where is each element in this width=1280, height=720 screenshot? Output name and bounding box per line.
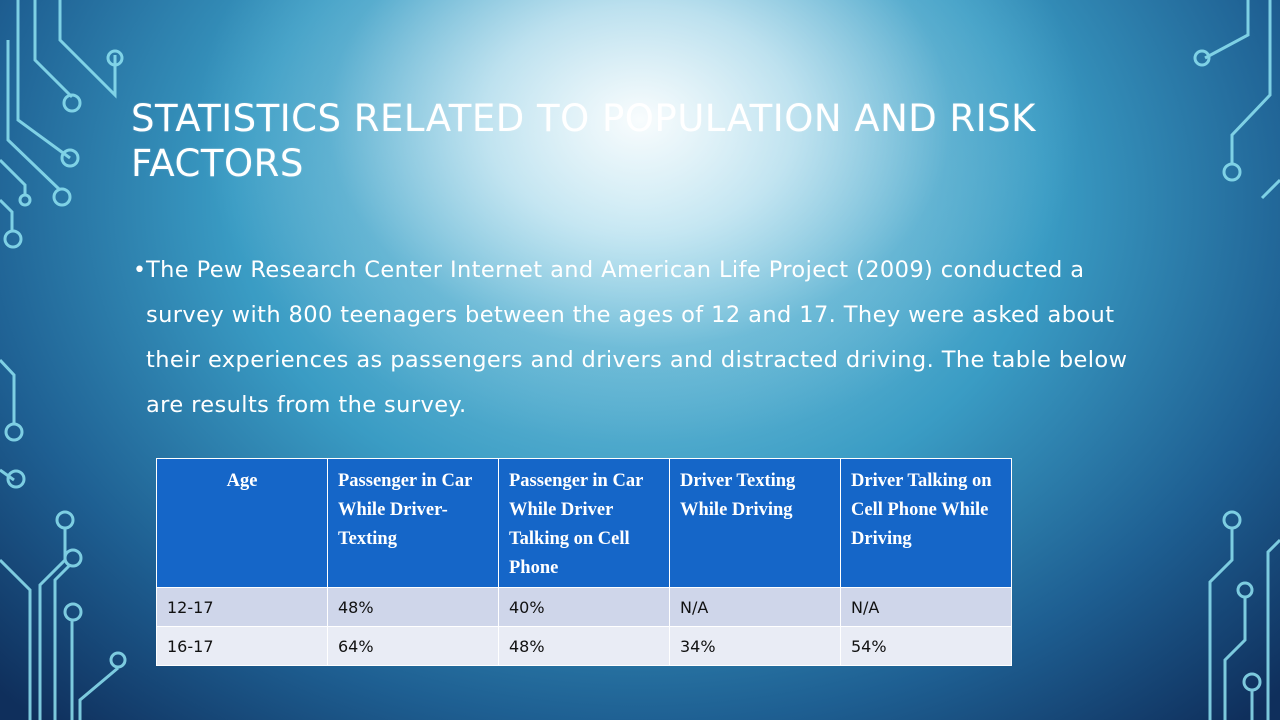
header-age: Age (156, 458, 328, 588)
header-passenger-talking: Passenger in Car While Driver Talking on… (498, 458, 670, 588)
table-cell: 48% (498, 626, 670, 666)
header-passenger-texting: Passenger in Car While Driver-Texting (327, 458, 499, 588)
table-cell: 16-17 (156, 626, 328, 666)
table-row: 12-17 48% 40% N/A N/A (156, 587, 1012, 627)
table-cell: 12-17 (156, 587, 328, 627)
table-cell: 48% (327, 587, 499, 627)
bullet-text: The Pew Research Center Internet and Ame… (145, 257, 1128, 418)
slide-title: STATISTICS RELATED TO POPULATION AND RIS… (131, 97, 1036, 185)
bullet-paragraph: • The Pew Research Center Internet and A… (133, 248, 1153, 428)
table-cell: N/A (669, 587, 841, 627)
table-header-row: Age Passenger in Car While Driver-Textin… (156, 458, 1012, 588)
table-cell: 40% (498, 587, 670, 627)
header-driver-talking: Driver Talking on Cell Phone While Drivi… (840, 458, 1012, 588)
bullet-icon: • (133, 258, 146, 283)
table-cell: 64% (327, 626, 499, 666)
header-driver-texting: Driver Texting While Driving (669, 458, 841, 588)
table-cell: 54% (840, 626, 1012, 666)
table-cell: N/A (840, 587, 1012, 627)
table-cell: 34% (669, 626, 841, 666)
survey-results-table: Age Passenger in Car While Driver-Textin… (156, 458, 1012, 666)
table-row: 16-17 64% 48% 34% 54% (156, 626, 1012, 666)
